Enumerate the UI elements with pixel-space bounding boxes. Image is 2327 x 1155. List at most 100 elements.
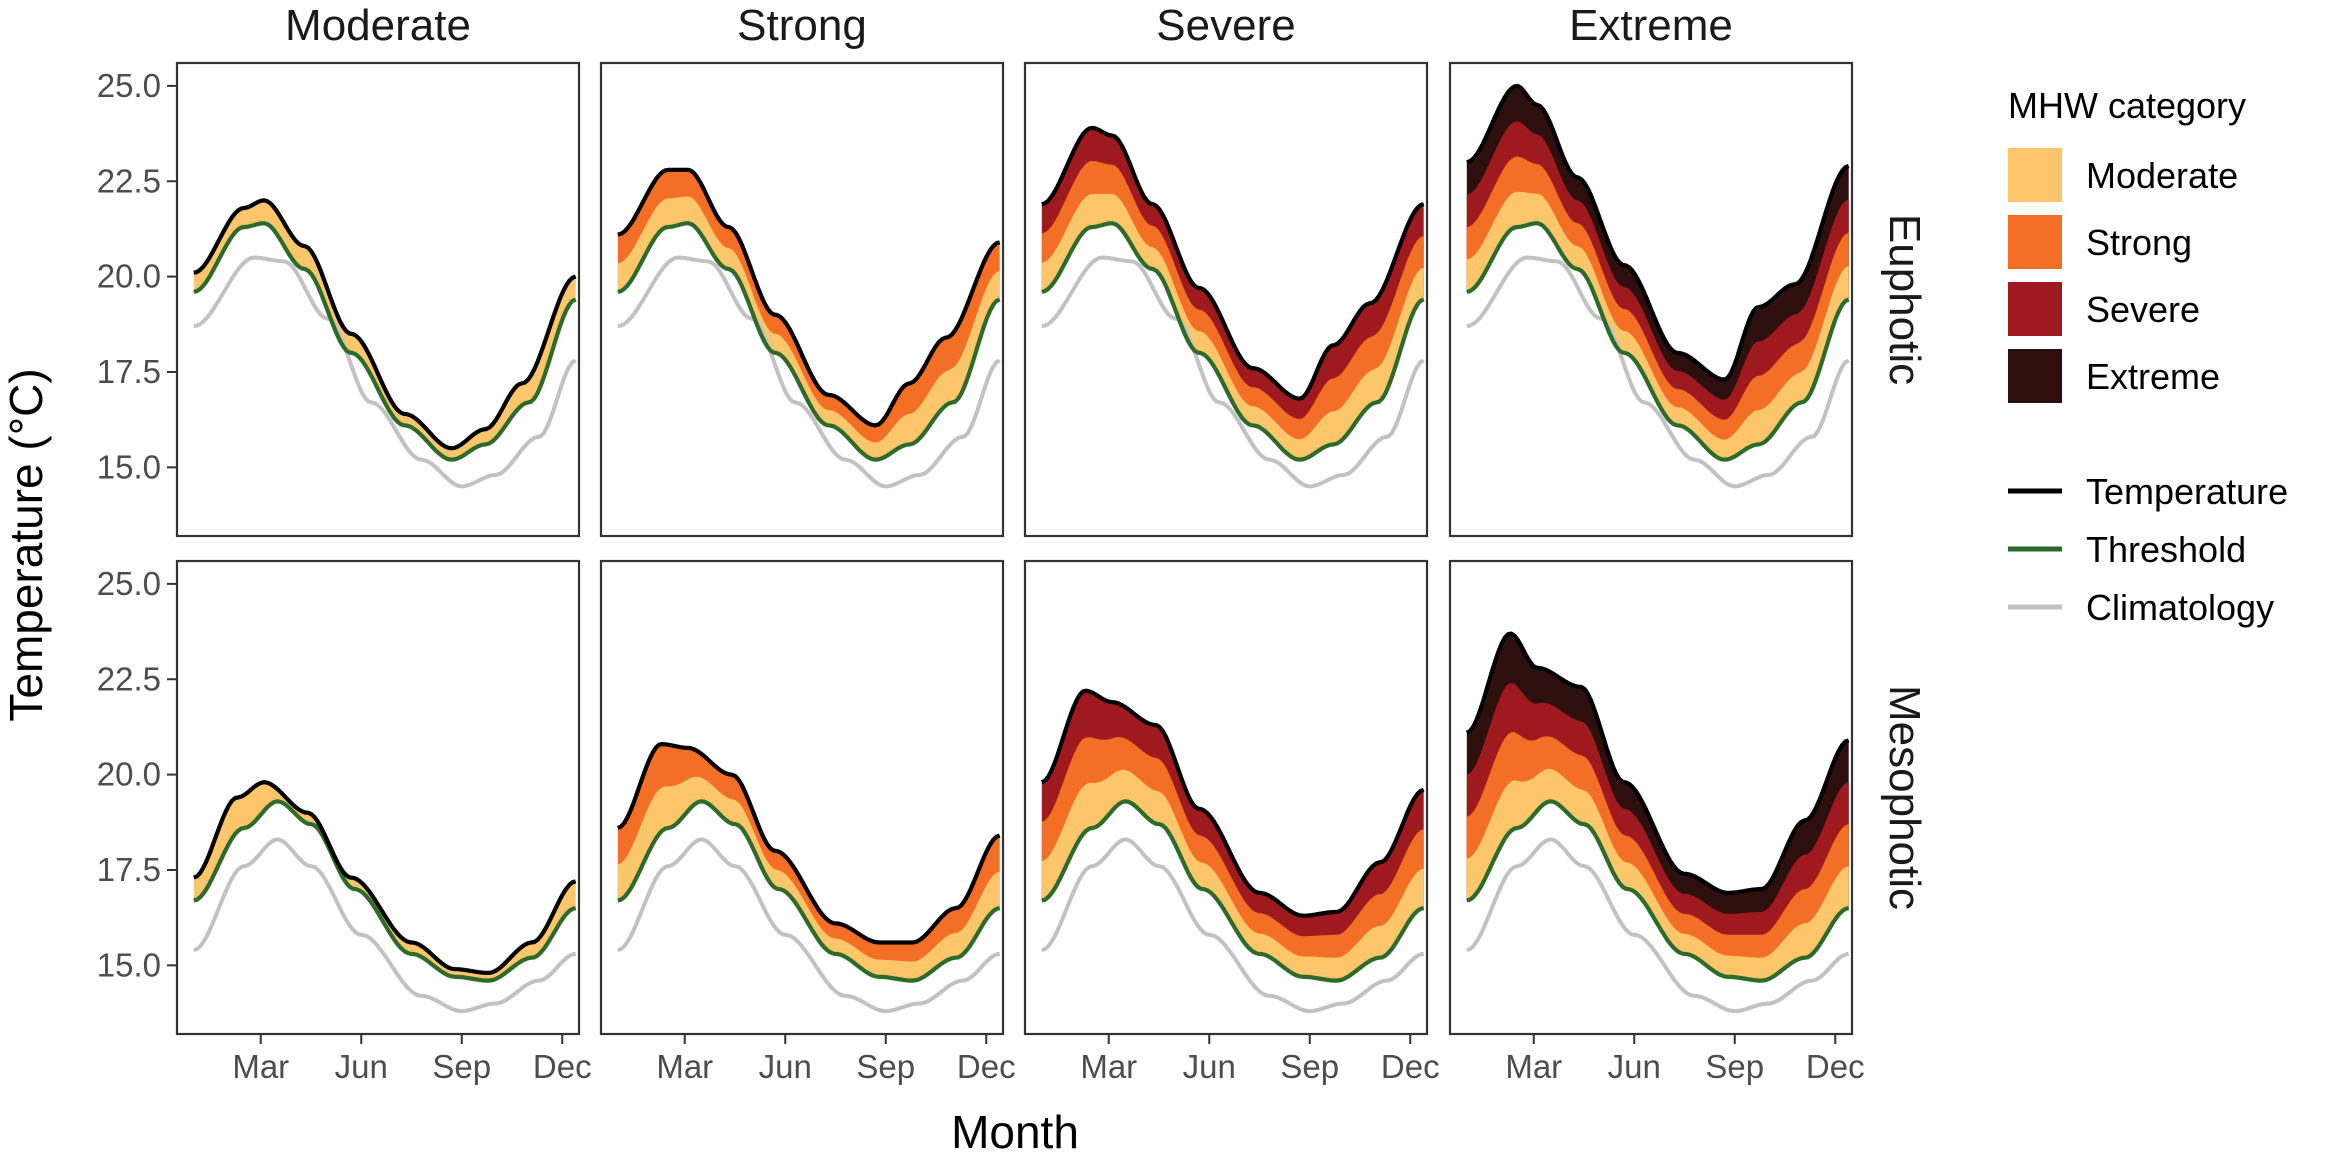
- legend-label: Severe: [2086, 289, 2200, 330]
- panel-euphotic-extreme: [1448, 61, 1854, 538]
- band-moderate: [617, 196, 1000, 460]
- x-tick-label: Sep: [432, 1048, 491, 1085]
- y-tick-label: 25.0: [97, 67, 161, 104]
- column-strip-moderate: Moderate: [285, 1, 471, 50]
- legend-title: MHW category: [2008, 85, 2246, 126]
- legend-label: Climatology: [2086, 587, 2274, 628]
- x-tick-label: Mar: [1080, 1048, 1137, 1085]
- legend: MHW category Moderate Strong Severe Extreme T…: [2008, 85, 2288, 628]
- temperature-line: [1465, 631, 1850, 895]
- column-strip-extreme: Extreme: [1569, 1, 1733, 50]
- y-tick-label: 15.0: [97, 448, 161, 485]
- x-tick-label: Jun: [335, 1048, 388, 1085]
- column-strip-strong: Strong: [737, 1, 867, 50]
- climatology-line: [1041, 255, 1425, 489]
- panel-border: [1023, 559, 1429, 1036]
- threshold-line: [1041, 221, 1425, 462]
- x-tick-label: Jun: [1183, 1048, 1236, 1085]
- legend-label: Extreme: [2086, 356, 2220, 397]
- y-tick-label: 17.5: [97, 851, 161, 888]
- band-moderate: [193, 200, 576, 460]
- chart-panels: [175, 61, 1854, 1036]
- x-tick-label: Sep: [856, 1048, 915, 1085]
- y-tick-label: 20.0: [97, 258, 161, 295]
- legend-label: Threshold: [2086, 529, 2246, 570]
- panel-border: [1448, 61, 1854, 538]
- panel-background: [601, 63, 1003, 536]
- x-tick-label: Mar: [232, 1048, 289, 1085]
- legend-label: Temperature: [2086, 471, 2288, 512]
- band-moderate: [1041, 769, 1424, 981]
- x-axis-title: Month: [951, 1106, 1079, 1155]
- panel-mesophotic-severe: [1023, 559, 1429, 1036]
- x-tick-label: Jun: [759, 1048, 812, 1085]
- facet-strips: Euphotic Mesophotic Moderate Strong Severe Ex…: [285, 1, 1929, 910]
- legend-label: Strong: [2086, 222, 2192, 263]
- temperature-line: [193, 780, 577, 975]
- y-tick-label: 22.5: [97, 660, 161, 697]
- legend-swatch-strong: [2008, 215, 2062, 269]
- column-strip-severe: Severe: [1156, 1, 1295, 50]
- temperature-line: [193, 198, 577, 451]
- temperature-line: [1041, 125, 1425, 401]
- y-tick-label: 22.5: [97, 162, 161, 199]
- x-tick-label: Sep: [1705, 1048, 1764, 1085]
- x-tick-label: Jun: [1608, 1048, 1661, 1085]
- threshold-line: [1041, 799, 1425, 983]
- legend-label: Moderate: [2086, 155, 2238, 196]
- band-moderate: [1466, 768, 1849, 981]
- legend-swatch-moderate: [2008, 148, 2062, 202]
- panel-mesophotic-strong: [599, 559, 1005, 1036]
- threshold-line: [1466, 221, 1850, 462]
- x-tick-label: Dec: [1381, 1048, 1440, 1085]
- panel-border: [1023, 61, 1429, 538]
- panel-mesophotic-extreme: [1448, 559, 1854, 1036]
- threshold-line: [193, 221, 577, 462]
- threshold-line: [617, 221, 1001, 462]
- band-moderate: [617, 776, 1000, 981]
- climatology-line: [1466, 255, 1850, 489]
- threshold-line: [193, 799, 577, 983]
- panel-background: [177, 63, 579, 536]
- panel-euphotic-severe: [1023, 61, 1429, 538]
- temperature-line: [617, 167, 1001, 428]
- axes: 15.0 17.5 20.0 22.5 25.0 Mar Jun Sep Dec Mar Jun Se…: [97, 67, 1865, 1085]
- band-moderate: [1466, 191, 1849, 460]
- y-tick-label: 15.0: [97, 946, 161, 983]
- legend-swatch-severe: [2008, 282, 2062, 336]
- x-tick-label: Dec: [1806, 1048, 1865, 1085]
- climatology-line: [617, 255, 1001, 489]
- temperature-line: [1040, 688, 1425, 918]
- panel-border: [175, 559, 581, 1036]
- band-moderate: [1041, 194, 1424, 460]
- climatology-line: [1466, 837, 1850, 1014]
- temperature-line: [616, 742, 1001, 945]
- panel-mesophotic-moderate: [175, 559, 581, 1036]
- panel-border: [175, 61, 581, 538]
- climatology-line: [193, 255, 577, 489]
- threshold-line: [617, 799, 1001, 983]
- y-tick-label: 25.0: [97, 565, 161, 602]
- x-tick-label: Sep: [1280, 1048, 1339, 1085]
- x-tick-label: Mar: [656, 1048, 713, 1085]
- row-strip-mesophotic: Mesophotic: [1880, 685, 1929, 910]
- climatology-line: [1041, 837, 1425, 1014]
- panel-border: [1448, 559, 1854, 1036]
- legend-swatch-extreme: [2008, 349, 2062, 403]
- y-axis-title: Temperature (°C): [0, 368, 52, 721]
- x-tick-label: Dec: [533, 1048, 592, 1085]
- row-strip-euphotic: Euphotic: [1880, 214, 1929, 385]
- threshold-line: [1466, 799, 1850, 983]
- climatology-line: [617, 837, 1001, 1014]
- panel-border: [599, 61, 1005, 538]
- temperature-line: [1466, 83, 1850, 382]
- climatology-line: [193, 837, 577, 1014]
- x-tick-label: Mar: [1505, 1048, 1562, 1085]
- y-tick-label: 20.0: [97, 756, 161, 793]
- x-tick-label: Dec: [957, 1048, 1016, 1085]
- panel-border: [599, 559, 1005, 1036]
- panel-euphotic-moderate: [175, 61, 581, 538]
- y-tick-label: 17.5: [97, 353, 161, 390]
- panel-euphotic-strong: [599, 61, 1005, 538]
